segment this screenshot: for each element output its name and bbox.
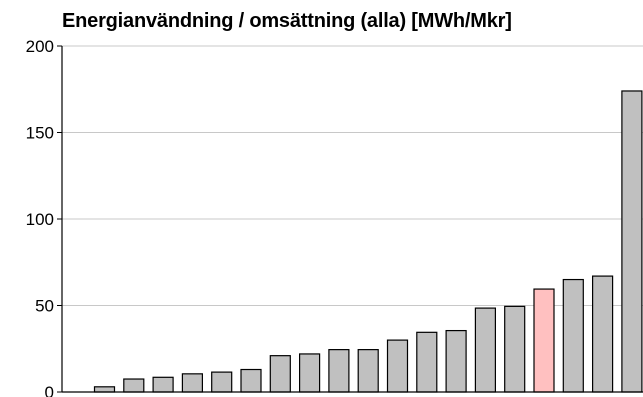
bar [269,355,291,393]
bar [357,349,379,393]
bar [474,307,496,393]
chart-title: Energianvändning / omsättning (alla) [MW… [62,10,512,32]
y-tick-label: 100 [26,210,54,229]
bar [328,349,350,393]
bar [562,278,584,393]
bar [386,339,409,393]
y-tick-label: 0 [45,383,54,397]
y-tick-label: 200 [26,37,54,56]
bar [123,378,145,393]
bar [591,275,614,393]
bar [445,329,467,393]
bar [299,353,321,393]
bar [416,331,438,393]
bar [93,386,116,393]
bar [533,288,555,393]
y-tick-labels: 0 50 100 150 200 [26,37,54,397]
axes [57,45,643,393]
bar [240,368,262,393]
grid-lines [62,45,643,306]
bar [211,371,233,393]
bar [621,90,643,393]
bar [152,376,174,393]
y-tick-label: 150 [26,124,54,143]
bar [181,373,203,393]
bars [93,90,643,393]
bar [504,305,526,393]
y-tick-label: 50 [35,297,54,316]
